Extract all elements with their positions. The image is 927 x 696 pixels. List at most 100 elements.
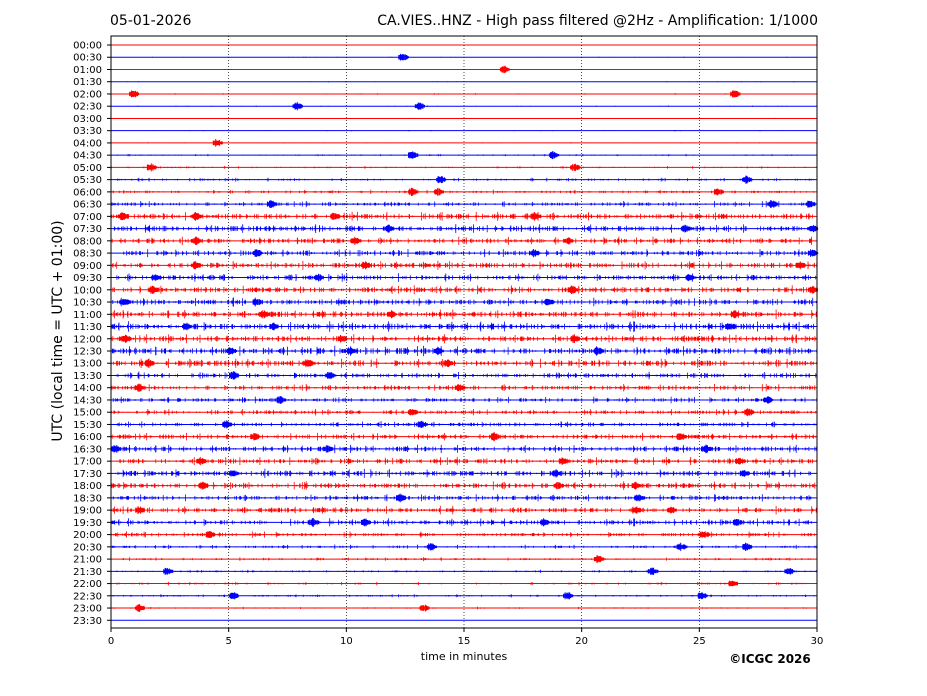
trace-event [699, 531, 711, 538]
trace-event [730, 90, 741, 98]
trace-event [191, 236, 202, 245]
trace-event [118, 212, 129, 221]
trace-event [250, 433, 261, 441]
trace-event [407, 409, 419, 416]
trace-noise [113, 44, 815, 46]
x-axis-ticks: 0 5 10 15 20 25 30 [108, 628, 824, 647]
y-tick-label: 17:30 [73, 469, 102, 480]
trace-event [337, 335, 348, 343]
trace-noise [112, 81, 816, 83]
trace-event [553, 482, 564, 490]
trace-noise [111, 142, 817, 144]
trace-event [436, 176, 447, 184]
y-tick-label: 14:30 [73, 395, 102, 406]
trace-event [259, 310, 270, 319]
trace-noise [112, 117, 814, 119]
trace-event [730, 310, 741, 319]
trace-event [426, 543, 437, 551]
y-tick-label: 16:30 [73, 444, 102, 455]
trace-event [252, 298, 263, 306]
trace-event [414, 102, 425, 110]
trace-event [563, 592, 574, 600]
trace-event [120, 334, 131, 343]
trace-event [347, 347, 357, 355]
trace-event [149, 285, 160, 294]
trace-event [676, 433, 687, 440]
trace-event [563, 237, 574, 245]
trace-noise [111, 236, 812, 246]
trace-event [796, 261, 807, 270]
trace-event [593, 347, 604, 355]
trace-event [313, 273, 324, 282]
trace-noise [111, 201, 816, 208]
trace-event [725, 323, 736, 330]
trace-event [151, 274, 162, 281]
trace-event [182, 322, 193, 331]
y-tick-label: 21:00 [73, 555, 102, 566]
y-tick-label: 18:00 [73, 481, 102, 492]
y-tick-label: 11:00 [73, 310, 102, 321]
trace-event [351, 236, 362, 245]
y-tick-label: 13:00 [73, 359, 102, 370]
y-tick-label: 10:00 [73, 285, 102, 296]
trace-event [135, 506, 145, 514]
trace-noise [111, 518, 812, 527]
trace-noise [111, 334, 818, 344]
trace-event [222, 420, 232, 429]
trace-event [387, 310, 397, 319]
x-tick-label: 25 [693, 636, 706, 647]
trace-event [323, 445, 334, 453]
y-tick-label: 07:30 [73, 224, 102, 235]
trace-event [634, 494, 644, 502]
trace-noise [110, 93, 817, 95]
y-tick-label: 10:30 [73, 298, 102, 309]
y-tick-label: 17:00 [73, 457, 102, 468]
trace-event [398, 53, 409, 61]
trace-event [111, 445, 122, 453]
y-tick-label: 01:30 [73, 77, 102, 88]
trace-event [530, 212, 541, 221]
trace-event [330, 212, 341, 220]
trace-noise [112, 494, 812, 502]
trace-event [134, 604, 145, 612]
trace-noise [112, 285, 817, 295]
trace-noise [116, 273, 817, 282]
trace-noise [111, 189, 814, 195]
trace-event [419, 604, 430, 612]
trace-event [647, 567, 659, 575]
y-tick-label: 20:00 [73, 530, 102, 541]
x-tick-label: 0 [108, 636, 114, 647]
trace-noise [111, 166, 817, 169]
trace-event [443, 359, 454, 367]
y-tick-label: 00:00 [73, 41, 102, 52]
trace-event [229, 592, 239, 600]
trace-event [763, 396, 774, 404]
trace-event [732, 519, 743, 526]
y-tick-label: 15:00 [73, 408, 102, 419]
trace-event [434, 188, 444, 196]
trace-event [739, 470, 750, 477]
y-tick-label: 03:00 [73, 114, 102, 125]
trace-event [129, 90, 140, 98]
trace-noise [111, 260, 818, 270]
y-axis-label: UTC (local time = UTC + 01:00) [50, 220, 66, 441]
x-tick-label: 30 [811, 636, 824, 647]
trace-event [292, 102, 303, 111]
y-tick-label: 23:00 [73, 604, 102, 615]
trace-event [680, 224, 692, 233]
y-tick-label: 21:30 [73, 567, 102, 578]
trace-event [163, 567, 174, 575]
trace-noise [111, 481, 816, 490]
trace-noise [112, 594, 815, 598]
trace-event [417, 420, 428, 428]
y-tick-label: 06:30 [73, 200, 102, 211]
trace-noise [117, 456, 818, 466]
trace-event [741, 175, 753, 184]
trace-event [144, 358, 155, 368]
trace-noise [115, 371, 818, 380]
y-tick-label: 19:30 [73, 518, 102, 529]
y-tick-label: 18:30 [73, 493, 102, 504]
